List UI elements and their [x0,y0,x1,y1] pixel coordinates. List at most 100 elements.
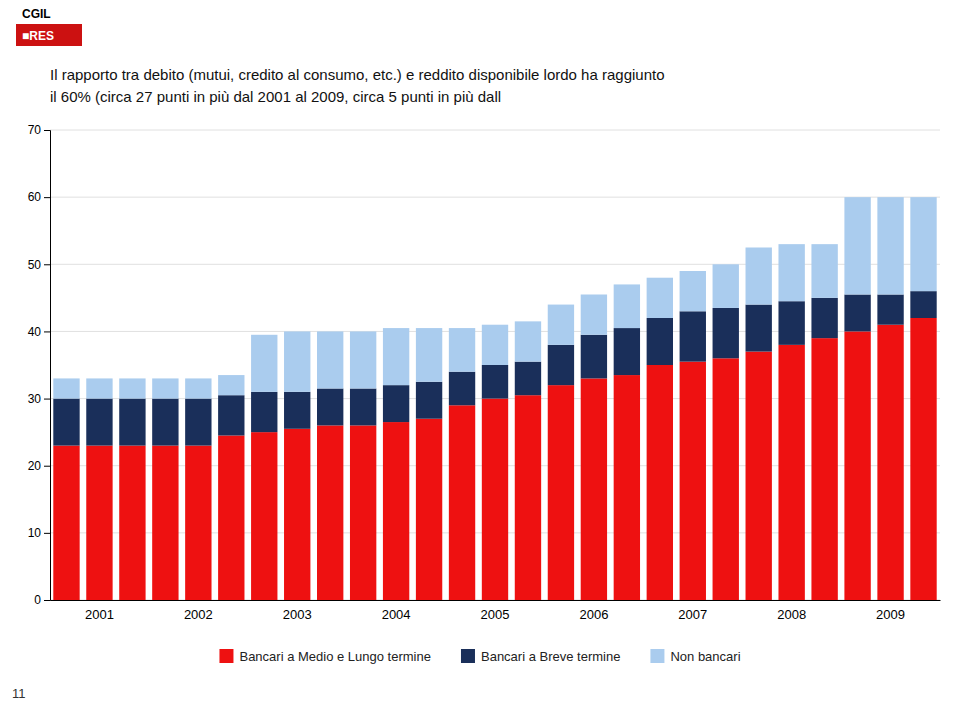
bar [350,331,376,388]
tick: 60 [28,190,50,204]
tick-mark [44,466,50,467]
tick: 40 [28,325,50,339]
bar [251,432,277,600]
logo-text: ■RES [22,29,54,43]
bar [746,248,772,305]
bar [416,328,442,382]
tick: 70 [28,123,50,137]
tick: 2009 [876,600,905,622]
bar [581,378,607,600]
tick: 2006 [579,600,608,622]
tick-label: 10 [28,526,42,540]
bar [778,244,804,301]
bar [910,318,936,600]
legend: Bancari a Medio e Lungo termine Bancari a… [219,649,740,664]
bar [811,244,837,298]
bar [811,298,837,338]
bar [119,446,145,600]
legend-swatch [650,649,664,663]
legend-swatch [219,649,233,663]
bar [416,419,442,600]
bar [680,362,706,600]
tick-label: 2008 [777,607,806,622]
bar [746,305,772,352]
tick-label: 30 [28,392,42,406]
bar [877,197,903,294]
tick-label: 2003 [283,607,312,622]
legend-item: Bancari a Medio e Lungo termine [219,649,431,664]
bar [910,291,936,318]
title: Il rapporto tra debito (mutui, credito a… [50,66,665,83]
bar [152,446,178,600]
tick-mark [44,533,50,534]
bar [350,425,376,600]
bars [53,197,936,600]
bar [548,345,574,385]
bar [647,278,673,318]
bar [877,325,903,600]
bar [614,328,640,375]
tick: 20 [28,459,50,473]
tick-label: 2007 [678,607,707,622]
bar [647,365,673,600]
bar [680,311,706,361]
legend-swatch [461,649,475,663]
tick-mark [44,197,50,198]
bar [778,345,804,600]
bar [844,331,870,600]
tick: 2003 [283,600,312,622]
tick-label: 2002 [184,607,213,622]
tick-label: 20 [28,459,42,473]
bar [317,331,343,388]
bar [53,446,79,600]
legend-label: Bancari a Breve termine [481,649,620,664]
grid [50,130,940,600]
bar [383,328,409,385]
bar [449,328,475,372]
grid-line [50,264,940,265]
bar [152,399,178,446]
bar [449,405,475,600]
page-number: 11 [12,686,26,701]
tick: 30 [28,392,50,406]
bar [284,331,310,391]
bar [317,389,343,426]
bar [119,399,145,446]
tick-label: 2006 [579,607,608,622]
tick-mark [44,264,50,265]
subtitle: il 60% (circa 27 punti in più dal 2001 a… [50,88,501,105]
grid-line [50,130,940,131]
bar [53,378,79,398]
bar [185,399,211,446]
bar [251,392,277,432]
y-axis: 0 10 20 30 40 50 60 70 [28,123,51,607]
bar [284,392,310,429]
logo-box [16,24,82,46]
bar [416,382,442,419]
tick: 10 [28,526,50,540]
tick: 50 [28,258,50,272]
bar [218,436,244,601]
x-axis: 200120022003200420052006200720082009 [51,600,941,622]
tick-label: 2005 [481,607,510,622]
bar [350,389,376,426]
bar [877,295,903,325]
axis-line [44,131,51,601]
tick-label: 50 [28,258,42,272]
bar [482,365,508,399]
bar [844,295,870,332]
tick: 2002 [184,600,213,622]
bar [482,325,508,365]
bar [548,385,574,600]
bar [218,375,244,395]
tick-label: 2001 [85,607,114,622]
bar [647,318,673,365]
tick: 2001 [85,600,114,622]
bar [383,422,409,600]
tick-mark [44,399,50,400]
bar [383,385,409,422]
legend-label: Bancari a Medio e Lungo termine [239,649,431,664]
chart: CGIL■RESIl rapporto tra debito (mutui, c… [0,0,960,710]
tick-label: 0 [34,593,41,607]
bar [910,197,936,291]
